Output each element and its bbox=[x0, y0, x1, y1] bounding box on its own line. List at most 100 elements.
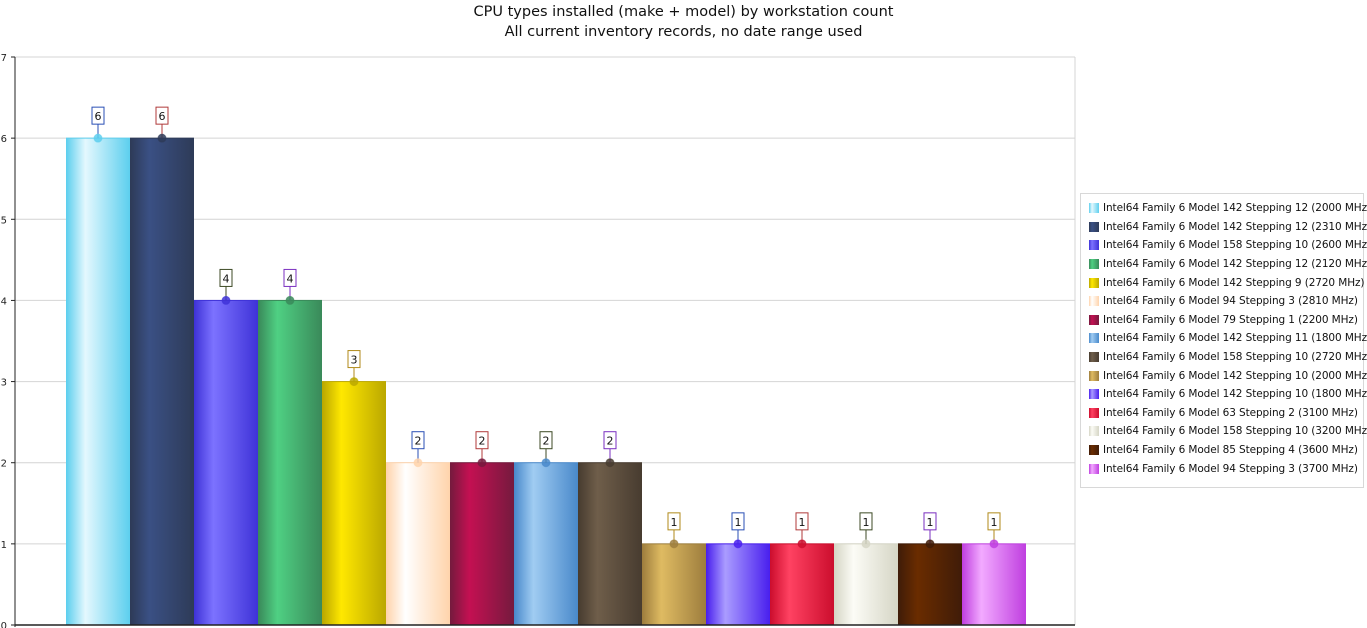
bar bbox=[194, 299, 258, 626]
legend-swatch bbox=[1089, 221, 1099, 232]
bar bbox=[770, 543, 834, 626]
legend-item: Intel64 Family 6 Model 79 Stepping 1 (22… bbox=[1089, 311, 1363, 330]
data-label-box bbox=[923, 512, 937, 531]
legend-label: Intel64 Family 6 Model 85 Stepping 4 (36… bbox=[1103, 444, 1358, 457]
legend-swatch bbox=[1089, 333, 1099, 344]
data-label-box bbox=[411, 431, 425, 450]
legend-label: Intel64 Family 6 Model 94 Stepping 3 (37… bbox=[1103, 462, 1358, 475]
data-label-box bbox=[283, 268, 297, 287]
y-tick-label: 1 bbox=[1, 540, 7, 551]
data-label: 4 bbox=[287, 272, 294, 285]
legend-swatch bbox=[1089, 426, 1099, 437]
data-label-box bbox=[859, 512, 873, 531]
bar bbox=[834, 543, 898, 626]
data-label: 2 bbox=[607, 435, 614, 448]
legend-label: Intel64 Family 6 Model 158 Stepping 10 (… bbox=[1103, 239, 1367, 252]
data-point-marker bbox=[541, 458, 551, 468]
y-tick-label: 7 bbox=[1, 53, 7, 64]
data-label: 3 bbox=[351, 354, 358, 367]
bar bbox=[66, 137, 130, 626]
data-point-marker bbox=[925, 539, 935, 549]
bar bbox=[898, 543, 962, 626]
chart-title-block: CPU types installed (make + model) by wo… bbox=[0, 2, 1367, 42]
y-tick-label: 2 bbox=[1, 459, 7, 470]
data-point-marker bbox=[861, 539, 871, 549]
legend-label: Intel64 Family 6 Model 158 Stepping 10 (… bbox=[1103, 351, 1367, 364]
data-label: 1 bbox=[671, 516, 678, 529]
data-point-marker bbox=[349, 377, 359, 387]
data-label-box bbox=[667, 512, 681, 531]
legend-label: Intel64 Family 6 Model 79 Stepping 1 (22… bbox=[1103, 313, 1358, 326]
legend-swatch bbox=[1089, 259, 1099, 270]
y-tick-label: 6 bbox=[1, 134, 7, 145]
legend-label: Intel64 Family 6 Model 142 Stepping 12 (… bbox=[1103, 220, 1367, 233]
data-label-box bbox=[91, 106, 105, 125]
legend-item: Intel64 Family 6 Model 142 Stepping 12 (… bbox=[1089, 255, 1367, 274]
legend-label: Intel64 Family 6 Model 142 Stepping 10 (… bbox=[1103, 369, 1367, 382]
legend-item: Intel64 Family 6 Model 142 Stepping 11 (… bbox=[1089, 329, 1367, 348]
bar bbox=[322, 381, 386, 626]
data-label: 6 bbox=[159, 110, 166, 123]
legend-item: Intel64 Family 6 Model 158 Stepping 10 (… bbox=[1089, 422, 1367, 441]
data-label: 1 bbox=[991, 516, 998, 529]
data-label-box bbox=[475, 431, 489, 450]
y-tick-label: 4 bbox=[1, 296, 7, 307]
data-label: 2 bbox=[415, 435, 422, 448]
data-label: 1 bbox=[863, 516, 870, 529]
data-label: 1 bbox=[735, 516, 742, 529]
legend-swatch bbox=[1089, 240, 1099, 251]
data-label: 2 bbox=[543, 435, 550, 448]
legend-item: Intel64 Family 6 Model 85 Stepping 4 (36… bbox=[1089, 441, 1363, 460]
legend-label: Intel64 Family 6 Model 94 Stepping 3 (28… bbox=[1103, 295, 1358, 308]
legend-item: Intel64 Family 6 Model 142 Stepping 9 (2… bbox=[1089, 273, 1365, 292]
bar bbox=[642, 543, 706, 626]
data-point-marker bbox=[413, 458, 423, 468]
data-point-marker bbox=[285, 295, 295, 305]
data-label-box bbox=[155, 106, 169, 125]
chart-legend: Intel64 Family 6 Model 142 Stepping 12 (… bbox=[1080, 193, 1367, 488]
bar bbox=[130, 137, 194, 626]
bar bbox=[706, 543, 770, 626]
legend-swatch bbox=[1089, 203, 1099, 214]
legend-item: Intel64 Family 6 Model 158 Stepping 10 (… bbox=[1089, 348, 1367, 367]
legend-swatch bbox=[1089, 296, 1099, 307]
data-label-box bbox=[539, 431, 553, 450]
legend-swatch bbox=[1089, 445, 1099, 456]
data-label-box bbox=[219, 268, 233, 287]
legend-item: Intel64 Family 6 Model 94 Stepping 3 (28… bbox=[1089, 292, 1363, 311]
data-label-box bbox=[987, 512, 1001, 531]
chart-subtitle: All current inventory records, no date r… bbox=[504, 24, 863, 40]
data-label: 6 bbox=[95, 110, 102, 123]
legend-swatch bbox=[1089, 463, 1099, 474]
legend-item: Intel64 Family 6 Model 142 Stepping 10 (… bbox=[1089, 366, 1367, 385]
data-label: 2 bbox=[479, 435, 486, 448]
legend-label: Intel64 Family 6 Model 63 Stepping 2 (31… bbox=[1103, 406, 1358, 419]
legend-label: Intel64 Family 6 Model 158 Stepping 10 (… bbox=[1103, 425, 1367, 438]
legend-swatch bbox=[1089, 370, 1099, 381]
legend-item: Intel64 Family 6 Model 142 Stepping 12 (… bbox=[1089, 199, 1367, 218]
data-label-box bbox=[731, 512, 745, 531]
legend-label: Intel64 Family 6 Model 142 Stepping 10 (… bbox=[1103, 388, 1367, 401]
legend-swatch bbox=[1089, 352, 1099, 363]
data-label-box bbox=[347, 350, 361, 369]
data-point-marker bbox=[733, 539, 743, 549]
legend-item: Intel64 Family 6 Model 158 Stepping 10 (… bbox=[1089, 236, 1367, 255]
bar bbox=[514, 462, 578, 626]
chart-title: CPU types installed (make + model) by wo… bbox=[473, 4, 894, 20]
data-label-box bbox=[795, 512, 809, 531]
data-point-marker bbox=[93, 133, 103, 143]
legend-label: Intel64 Family 6 Model 142 Stepping 11 (… bbox=[1103, 332, 1367, 345]
y-tick-label: 5 bbox=[1, 215, 7, 226]
data-point-marker bbox=[157, 133, 167, 143]
legend-swatch bbox=[1089, 314, 1099, 325]
legend-item: Intel64 Family 6 Model 142 Stepping 10 (… bbox=[1089, 385, 1367, 404]
legend-swatch bbox=[1089, 407, 1099, 418]
legend-label: Intel64 Family 6 Model 142 Stepping 9 (2… bbox=[1103, 276, 1365, 289]
bar bbox=[962, 543, 1026, 626]
data-point-marker bbox=[221, 295, 231, 305]
data-point-marker bbox=[477, 458, 487, 468]
data-label-box bbox=[603, 431, 617, 450]
data-label: 1 bbox=[927, 516, 934, 529]
bar bbox=[450, 462, 514, 626]
bar bbox=[578, 462, 642, 626]
